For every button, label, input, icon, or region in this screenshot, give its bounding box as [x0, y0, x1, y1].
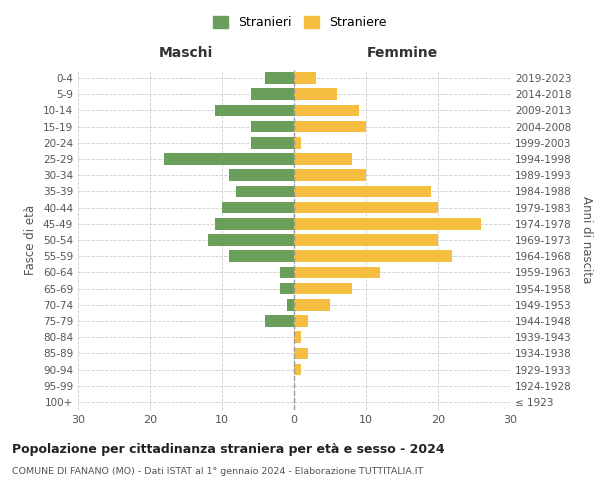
- Bar: [294, 137, 301, 148]
- Bar: [215, 218, 294, 230]
- Bar: [294, 153, 352, 165]
- Bar: [164, 153, 294, 165]
- Bar: [229, 250, 294, 262]
- Bar: [294, 282, 352, 294]
- Bar: [294, 234, 438, 246]
- Bar: [294, 266, 380, 278]
- Legend: Stranieri, Straniere: Stranieri, Straniere: [208, 11, 392, 34]
- Bar: [294, 121, 366, 132]
- Bar: [294, 88, 337, 100]
- Bar: [265, 72, 294, 84]
- Bar: [294, 332, 301, 343]
- Bar: [294, 72, 316, 84]
- Bar: [280, 282, 294, 294]
- Y-axis label: Fasce di età: Fasce di età: [25, 205, 37, 275]
- Bar: [294, 315, 308, 327]
- Bar: [294, 170, 366, 181]
- Bar: [236, 186, 294, 198]
- Bar: [287, 299, 294, 310]
- Bar: [294, 218, 481, 230]
- Bar: [280, 266, 294, 278]
- Bar: [251, 121, 294, 132]
- Y-axis label: Anni di nascita: Anni di nascita: [580, 196, 593, 284]
- Bar: [251, 88, 294, 100]
- Bar: [294, 104, 359, 117]
- Bar: [229, 170, 294, 181]
- Bar: [265, 315, 294, 327]
- Bar: [294, 250, 452, 262]
- Bar: [215, 104, 294, 117]
- Bar: [251, 137, 294, 148]
- Bar: [294, 186, 431, 198]
- Text: COMUNE DI FANANO (MO) - Dati ISTAT al 1° gennaio 2024 - Elaborazione TUTTITALIA.: COMUNE DI FANANO (MO) - Dati ISTAT al 1°…: [12, 468, 423, 476]
- Text: Maschi: Maschi: [159, 46, 213, 60]
- Bar: [294, 364, 301, 376]
- Bar: [294, 348, 308, 359]
- Text: Popolazione per cittadinanza straniera per età e sesso - 2024: Popolazione per cittadinanza straniera p…: [12, 442, 445, 456]
- Bar: [294, 299, 330, 310]
- Bar: [208, 234, 294, 246]
- Bar: [222, 202, 294, 213]
- Bar: [294, 202, 438, 213]
- Text: Femmine: Femmine: [367, 46, 437, 60]
